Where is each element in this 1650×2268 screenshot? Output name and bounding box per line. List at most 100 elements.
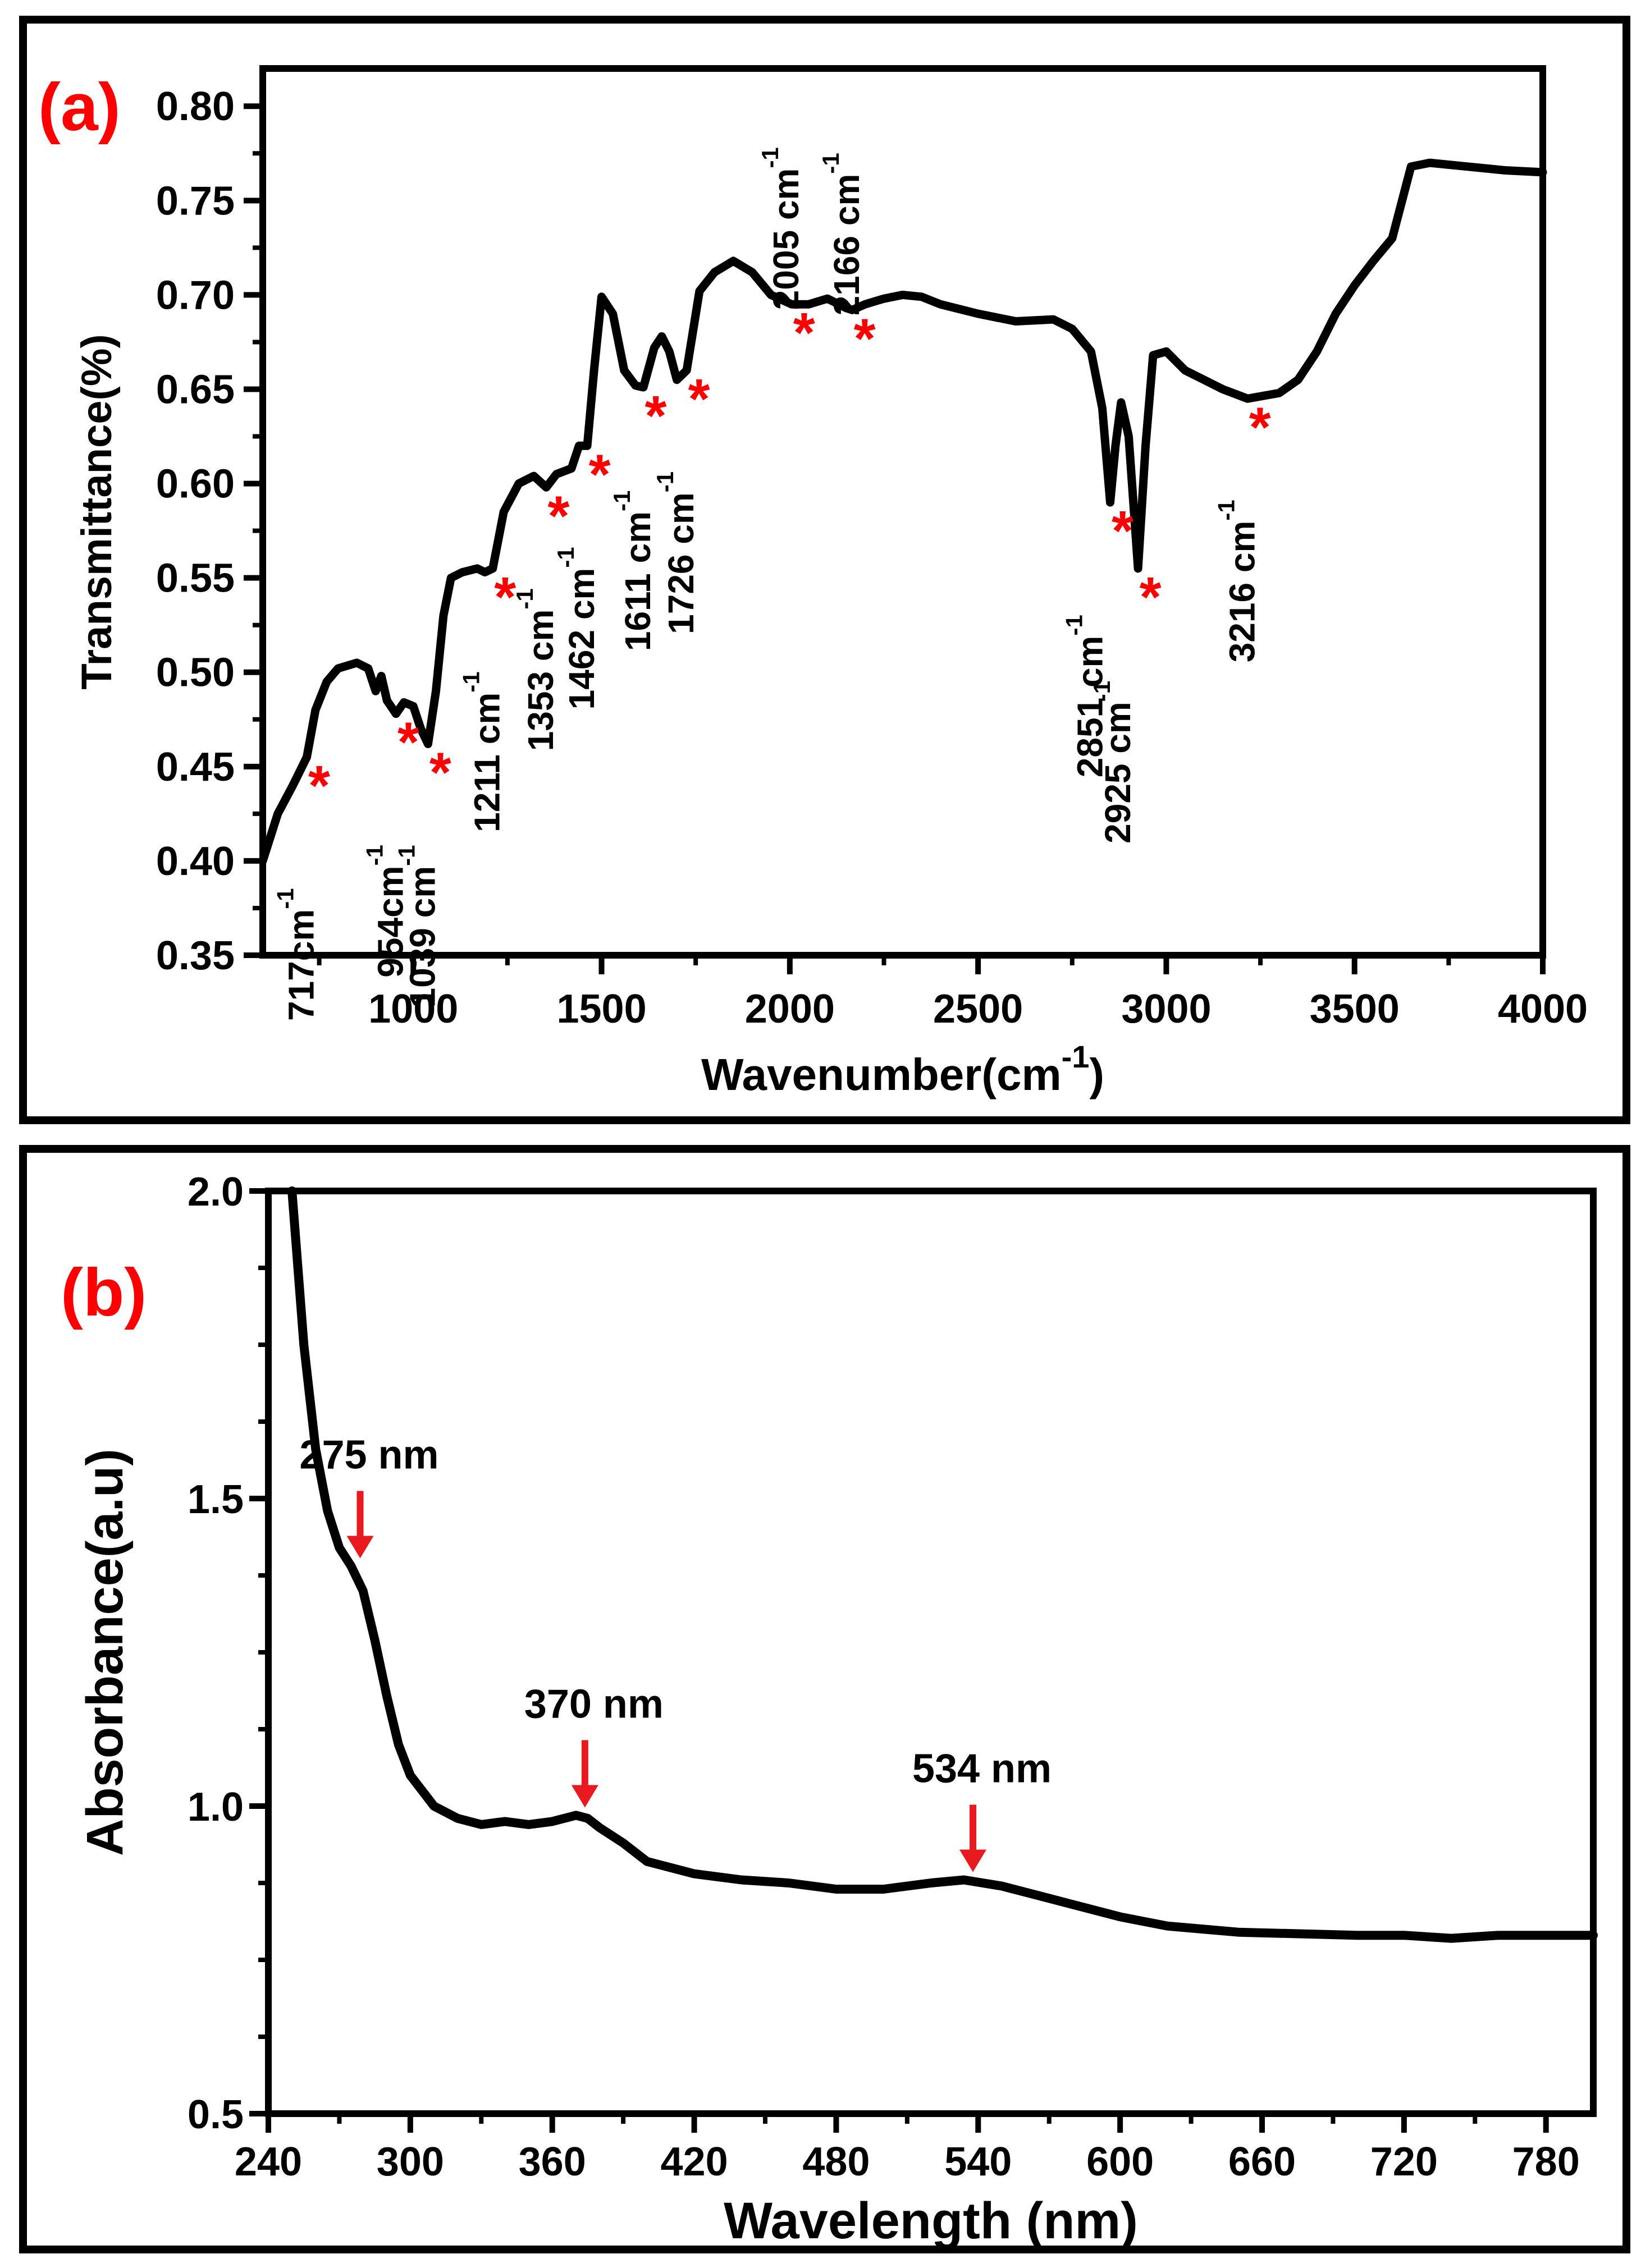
x-axis-title-close: ) [1089,1050,1104,1099]
peak-marker: * [645,384,667,447]
peak-arrow-head [346,1536,374,1559]
y-tick-label: 0.55 [156,556,235,601]
y-tick-label: 0.75 [156,178,235,223]
x-tick-label: 360 [519,2139,586,2184]
uvvis-spectrum-line [287,1186,1598,1943]
plot-frame [265,1188,1597,2117]
x-tick-label: 780 [1512,2139,1580,2184]
peak-label: 2005 cm-1 [757,147,806,310]
peak-marker: * [1140,566,1162,629]
x-tick-label: 2000 [745,987,835,1032]
y-axis-title: Transmittance(%) [73,334,121,690]
x-axis-title: Wavenumber(cm-1) [701,1039,1104,1099]
panel-label-b: (b) [61,1255,147,1330]
plot-frame [259,65,1546,959]
peak-label-text: 717cm [281,909,321,1021]
x-tick-label: 1500 [556,987,646,1032]
peak-label: 1211 cm-1 [458,671,508,832]
y-tick-label: 0.50 [156,650,235,695]
x-tick-label: 240 [235,2139,302,2184]
y-tick-label: 0.60 [156,462,235,507]
y-tick-label: 1.5 [188,1477,244,1522]
peak-label-sup: -1 [817,153,844,173]
y-tick-label: 0.65 [156,367,235,412]
peak-label-text: 2005 cm [766,168,806,310]
y-tick-label: 0.80 [156,84,235,129]
peak-label: 534 nm [912,1747,1052,1792]
peak-marker: * [397,711,419,774]
peak-marker: * [494,566,516,629]
uvvis-panel: (b) 0.5 1.0 1.5 2.0 240 300 360 420 480 540 600 66… [19,1145,1630,2253]
peak-marker: * [1112,500,1133,562]
x-tick-label: 420 [661,2139,728,2184]
peak-marker: * [547,484,569,547]
x-tick-label: 4000 [1498,987,1588,1032]
x-tick-label: 3500 [1310,987,1400,1032]
peak-marker: * [1249,396,1271,459]
x-tick-label: 3000 [1121,987,1211,1032]
peak-label-text: 2851 cm [1069,636,1110,778]
x-tick-label: 1000 [368,987,458,1032]
x-tick-label: 2500 [933,987,1023,1032]
peak-label: 1462 cm-1 [552,547,602,709]
x-axis-title-text: Wavenumber(cm [701,1050,1062,1099]
x-tick-label: 600 [1086,2139,1154,2184]
peak-label-sup: -1 [1089,681,1115,702]
peak-label-sup: -1 [361,845,387,865]
peak-label: 717cm-1 [272,888,321,1021]
peak-label-sup: -1 [393,845,419,865]
peak-label: 1726 cm-1 [652,471,701,634]
peak-label-text: 1462 cm [561,568,602,710]
peak-marker: * [589,443,611,506]
peak-label-text: 2166 cm [826,174,867,316]
y-tick-label: 0.45 [156,745,235,790]
y-axis-title: Absorbance(a.u) [76,1449,134,1856]
peak-label-sup: -1 [1061,615,1087,635]
ftir-panel: (a) 0.35 0.40 0.45 0.50 0.55 0.60 0.65 0.70 0.75… [19,16,1630,1124]
peak-label-sup: -1 [609,491,635,511]
y-tick-label: 0.5 [188,2092,244,2137]
peak-label: 954cm-1 [361,845,410,978]
peak-label-text: 1211 cm [467,693,508,832]
x-tick-label: 720 [1370,2139,1438,2184]
peak-label: 275 nm [299,1433,438,1478]
peak-label-sup: -1 [652,471,678,492]
peak-label-sup: -1 [272,888,298,909]
panel-label-a: (a) [38,70,121,145]
peak-label-sup: -1 [511,588,538,609]
peak-label: 1039 cm-1 [393,845,442,1007]
x-tick-label: 660 [1228,2139,1296,2184]
peak-label-text: 1611 cm [618,511,658,651]
x-tick-label: 300 [377,2139,444,2184]
y-tick-label: 1.0 [188,1785,244,1830]
peak-label: 2925 cm-1 [1089,681,1138,844]
ftir-chart: (a) 0.35 0.40 0.45 0.50 0.55 0.60 0.65 0.70 0.75… [38,65,1588,1099]
peak-arrow-head [959,1849,986,1872]
peak-label: 2166 cm-1 [817,153,867,315]
peak-label-sup: -1 [552,547,579,567]
y-tick-label: 2.0 [188,1170,244,1215]
peak-label-sup: -1 [1213,500,1239,520]
y-axis-title-text: Transmittance(%) [73,334,121,690]
peak-label: 2851 cm-1 [1061,615,1110,777]
y-tick-label: 0.35 [156,933,235,978]
peak-label-sup: -1 [458,671,485,692]
peak-label-text: 1039 cm [402,866,442,1008]
peak-marker: * [308,754,330,817]
x-axis-title: Wavelength (nm) [724,2192,1138,2246]
peak-label-text: 954cm [370,865,410,977]
peak-arrow-head [571,1785,598,1808]
y-tick-label: 0.70 [156,273,235,318]
peak-label: 1353 cm-1 [511,588,561,751]
peak-label-text: 1726 cm [661,492,701,634]
peak-label-text: 2925 cm [1098,702,1138,844]
peak-label-sup: -1 [757,147,783,168]
peak-marker: * [793,301,815,364]
peak-label: 3216 cm-1 [1213,500,1262,662]
peak-label-text: 1353 cm [520,610,561,752]
x-tick-label: 480 [802,2139,870,2184]
peak-label: 1611 cm-1 [609,491,658,651]
peak-marker: * [854,307,876,370]
uvvis-chart: (b) 0.5 1.0 1.5 2.0 240 300 360 420 480 540 600 66… [61,1170,1598,2246]
peak-label: 370 nm [524,1681,664,1726]
